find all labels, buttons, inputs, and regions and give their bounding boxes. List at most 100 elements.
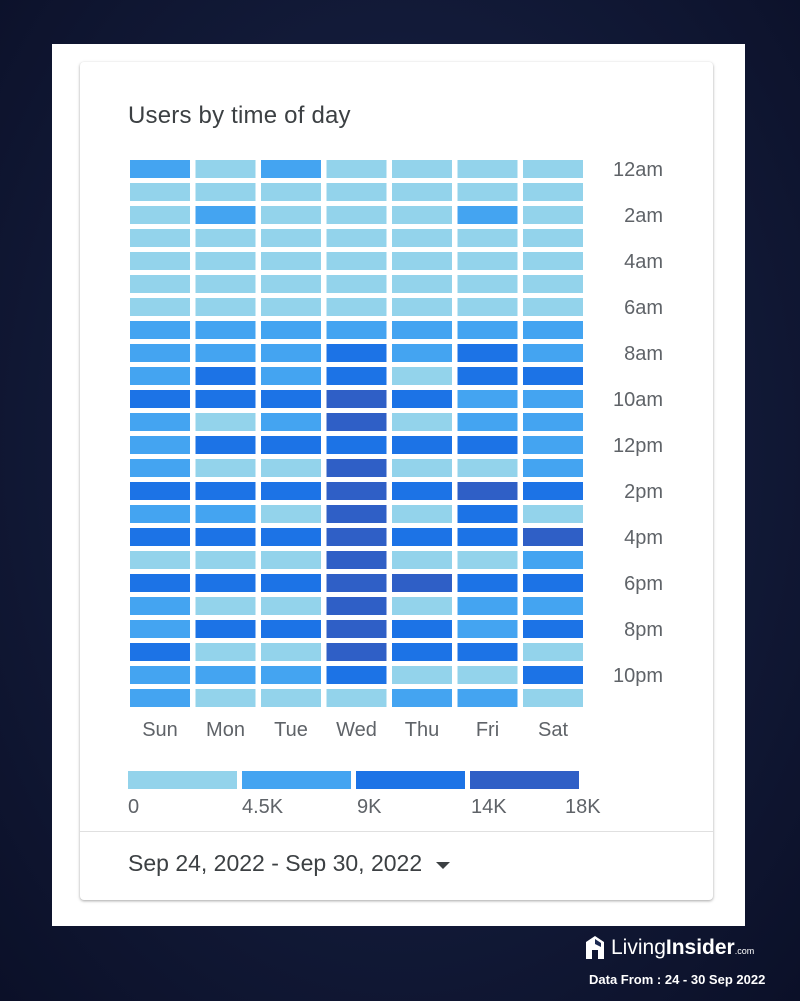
heatmap-cell-sun-6pm [130, 574, 190, 592]
heatmap-cell-wed-2pm [326, 482, 387, 500]
heatmap-cell-sat-5pm [523, 551, 583, 569]
heatmap-cell-sun-10am [130, 390, 190, 408]
heatmap-cell-wed-8pm [326, 620, 387, 638]
y-tick-label: 12am [613, 159, 663, 181]
heatmap-cell-tue-10am [261, 390, 321, 408]
heatmap-cell-sat-10am [523, 390, 583, 408]
heatmap-cell-fri-11pm [457, 689, 518, 707]
heatmap-cell-fri-5pm [457, 551, 518, 569]
x-tick-label: Thu [405, 719, 439, 741]
heatmap-cell-tue-7pm [261, 597, 321, 615]
heatmap-cell-thu-11am [392, 413, 452, 431]
heatmap-cell-mon-12am [195, 160, 256, 178]
heatmap-cell-thu-10pm [392, 666, 452, 684]
heatmap-cell-wed-8am [326, 344, 387, 362]
y-tick-label: 8am [624, 343, 663, 365]
y-tick-label: 6am [624, 297, 663, 319]
x-tick-label: Tue [274, 719, 308, 741]
heatmap-cell-thu-3am [392, 229, 452, 247]
y-tick-label: 10am [613, 389, 663, 411]
heatmap-cell-fri-4pm [457, 528, 518, 546]
heatmap-cell-wed-6am [326, 298, 387, 316]
heatmap-cell-fri-8am [457, 344, 518, 362]
heatmap-cell-wed-11pm [326, 689, 387, 707]
heatmap-cell-mon-10am [195, 390, 256, 408]
heatmap-cell-wed-5am [326, 275, 387, 293]
heatmap-cell-sat-2am [523, 206, 583, 224]
heatmap-cell-tue-1am [261, 183, 321, 201]
heatmap-cell-thu-7pm [392, 597, 452, 615]
caret-down-icon[interactable] [436, 861, 451, 869]
card-divider [80, 831, 713, 832]
heatmap-cell-mon-8am [195, 344, 256, 362]
heatmap-cell-mon-4pm [195, 528, 256, 546]
heatmap-cell-sun-11pm [130, 689, 190, 707]
heatmap-cell-sat-11pm [523, 689, 583, 707]
heatmap-cell-tue-11am [261, 413, 321, 431]
heatmap-cell-wed-6pm [326, 574, 387, 592]
heatmap-cell-wed-10pm [326, 666, 387, 684]
heatmap-cell-sat-10pm [523, 666, 583, 684]
heatmap-cell-sun-9pm [130, 643, 190, 661]
heatmap-cell-thu-12am [392, 160, 452, 178]
brand-name-suffix: .com [734, 946, 755, 956]
heatmap-cell-tue-3am [261, 229, 321, 247]
heatmap-cell-mon-9pm [195, 643, 256, 661]
heatmap-cell-sun-3pm [130, 505, 190, 523]
heatmap-cell-mon-6pm [195, 574, 256, 592]
heatmap-cell-sun-10pm [130, 666, 190, 684]
heatmap-cell-wed-7am [326, 321, 387, 339]
heatmap-cell-thu-6am [392, 298, 452, 316]
x-tick-label: Mon [206, 719, 245, 741]
legend-swatch [128, 771, 237, 789]
date-range-text: Sep 24, 2022 - Sep 30, 2022 [128, 850, 423, 876]
heatmap-cell-fri-1am [457, 183, 518, 201]
brand-name-bold: Insider [665, 936, 735, 959]
heatmap-cell-fri-10am [457, 390, 518, 408]
y-tick-label: 8pm [624, 619, 663, 641]
heatmap-cell-sun-2am [130, 206, 190, 224]
heatmap-cell-tue-8am [261, 344, 321, 362]
heatmap-cell-tue-4am [261, 252, 321, 270]
heatmap-cell-mon-1am [195, 183, 256, 201]
heatmap-cell-tue-12am [261, 160, 321, 178]
heatmap-cell-thu-12pm [392, 436, 452, 454]
heatmap-cell-thu-4pm [392, 528, 452, 546]
heatmap-cell-fri-6am [457, 298, 518, 316]
heatmap-cell-mon-11pm [195, 689, 256, 707]
heatmap-cell-wed-12pm [326, 436, 387, 454]
heatmap-cell-tue-6pm [261, 574, 321, 592]
heatmap-cell-fri-3pm [457, 505, 518, 523]
y-tick-label: 4am [624, 251, 663, 273]
heatmap-cell-fri-12am [457, 160, 518, 178]
heatmap-cell-fri-7am [457, 321, 518, 339]
heatmap-cell-wed-1pm [326, 459, 387, 477]
heatmap-cell-tue-9am [261, 367, 321, 385]
heatmap-cell-sun-11am [130, 413, 190, 431]
heatmap-cell-thu-1am [392, 183, 452, 201]
date-range-selector[interactable]: Sep 24, 2022 - Sep 30, 2022 [128, 850, 451, 877]
brand-name: LivingInsider.com [611, 936, 754, 960]
heatmap-cell-fri-9am [457, 367, 518, 385]
card-title: Users by time of day [128, 102, 351, 129]
heatmap-cell-sun-3am [130, 229, 190, 247]
heatmap-cell-thu-9pm [392, 643, 452, 661]
legend-swatch [242, 771, 351, 789]
heatmap-cell-thu-4am [392, 252, 452, 270]
legend-tick-label: 9K [357, 796, 382, 818]
heatmap-cell-mon-5am [195, 275, 256, 293]
y-tick-label: 2am [624, 205, 663, 227]
heatmap-cell-tue-2am [261, 206, 321, 224]
heatmap-cell-mon-11am [195, 413, 256, 431]
heatmap-cell-sat-8pm [523, 620, 583, 638]
heatmap-cell-sat-9pm [523, 643, 583, 661]
y-tick-label: 12pm [613, 435, 663, 457]
data-source-note: Data From : 24 - 30 Sep 2022 [589, 972, 766, 987]
heatmap-cell-fri-4am [457, 252, 518, 270]
heatmap-cell-fri-1pm [457, 459, 518, 477]
heatmap-cell-thu-5pm [392, 551, 452, 569]
heatmap-cell-tue-7am [261, 321, 321, 339]
y-tick-label: 4pm [624, 527, 663, 549]
heatmap-cell-fri-8pm [457, 620, 518, 638]
heatmap-cell-sat-9am [523, 367, 583, 385]
